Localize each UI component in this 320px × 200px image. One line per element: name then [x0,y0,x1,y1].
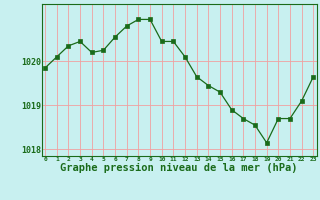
X-axis label: Graphe pression niveau de la mer (hPa): Graphe pression niveau de la mer (hPa) [60,163,298,173]
